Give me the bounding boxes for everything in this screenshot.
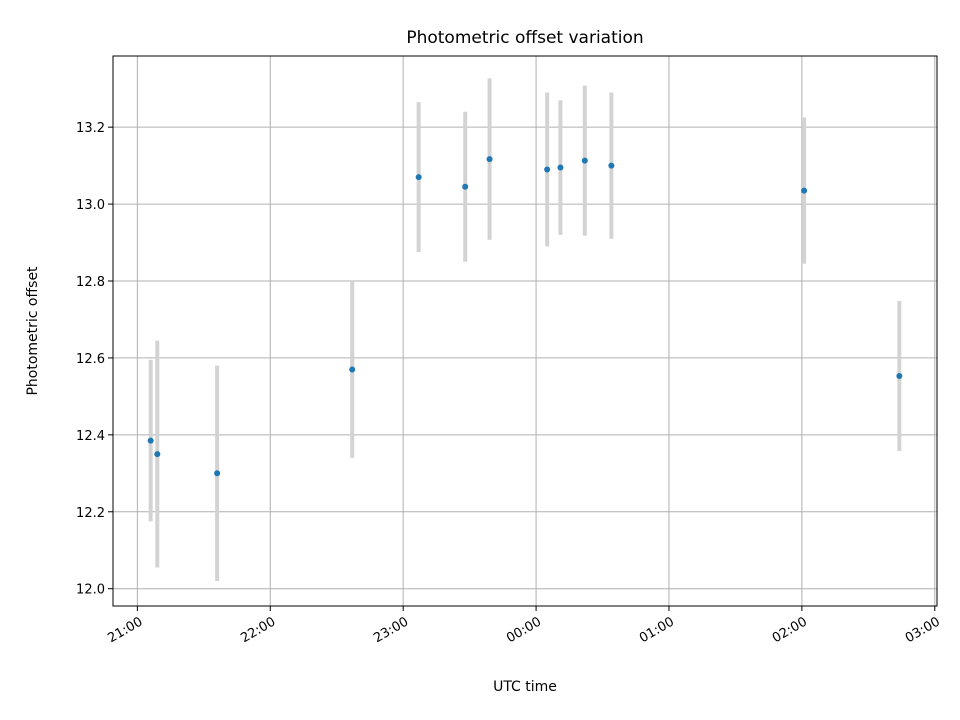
data-point	[896, 373, 903, 379]
chart-title: Photometric offset variation	[406, 28, 643, 48]
data-point	[557, 164, 564, 171]
data-points	[147, 156, 903, 477]
y-axis-label: Photometric offset	[25, 266, 41, 396]
y-tick-label: 13.2	[76, 121, 105, 136]
y-tick-label: 12.2	[76, 506, 105, 521]
data-point	[801, 187, 808, 194]
grid	[113, 56, 937, 606]
data-point	[349, 366, 356, 373]
plot-area-frame	[112, 55, 938, 607]
y-tick-label: 13.0	[76, 198, 105, 213]
y-tick-label: 12.6	[76, 352, 105, 367]
y-tick-label: 12.0	[76, 583, 105, 598]
data-point	[486, 156, 493, 163]
y-tick-label: 12.8	[76, 275, 105, 290]
data-point	[462, 183, 469, 190]
data-point	[154, 451, 161, 458]
data-point	[581, 157, 588, 164]
data-point	[214, 470, 221, 477]
y-axis-ticks: 12.0 12.2 12.4 12.6 12.8 13.0 13.2	[76, 121, 113, 598]
data-point	[608, 162, 615, 169]
y-tick-label: 12.4	[76, 429, 105, 444]
x-axis-label: UTC time	[493, 679, 557, 695]
data-point	[147, 437, 154, 444]
data-point	[415, 174, 422, 181]
data-point	[544, 166, 551, 173]
